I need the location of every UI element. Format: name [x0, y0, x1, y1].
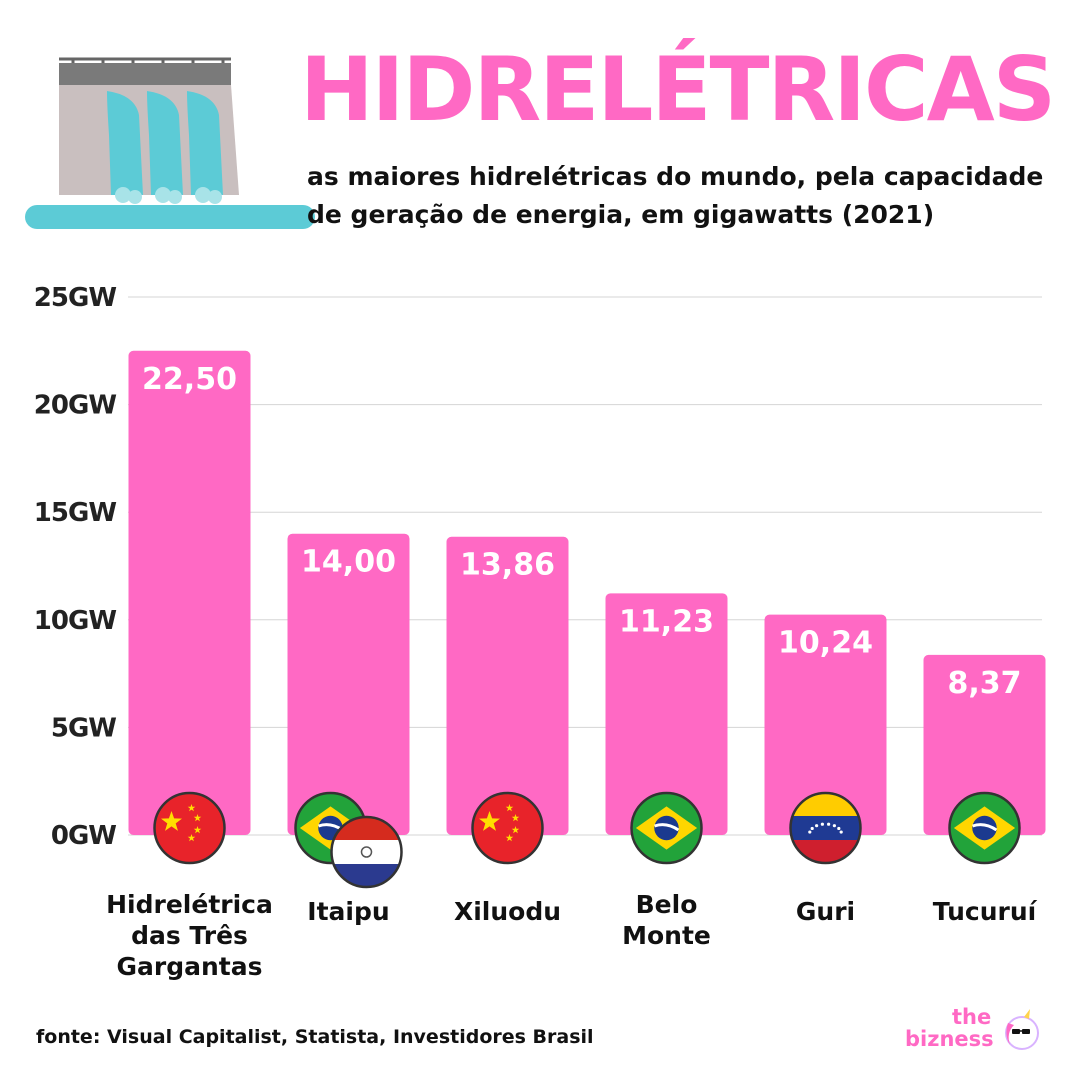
bar [287, 533, 410, 835]
dam-waterfall-3 [187, 91, 223, 195]
x-category-label: Itaipu [307, 897, 389, 926]
bar-value-label: 8,37 [947, 666, 1021, 701]
bar-chart: 0GW 5GW 10GW 15GW 20GW 25GW 22,50 Hidrelétricad… [34, 283, 1046, 981]
x-category-label: das Três [131, 921, 248, 950]
y-tick-label: 0GW [51, 821, 116, 851]
brand-line-2: bizness [905, 1027, 994, 1051]
bar-value-label: 22,50 [142, 362, 237, 397]
y-tick-label: 10GW [34, 606, 117, 636]
dam-illustration [25, 57, 315, 229]
bar-value-label: 10,24 [778, 626, 873, 661]
dam-railing [59, 57, 231, 63]
x-category-label: Gargantas [117, 952, 263, 981]
dam-waterfall-2 [147, 91, 183, 195]
bar [764, 614, 887, 835]
venezuela-flag-icon [789, 791, 862, 865]
unicorn-icon [1005, 1009, 1039, 1050]
y-tick-label: 20GW [34, 391, 117, 421]
bar [923, 654, 1046, 835]
x-category-label: Hidrelétrica [106, 890, 273, 919]
x-category-label: Guri [796, 897, 855, 926]
y-tick-label: 5GW [51, 713, 116, 743]
paraguay-flag-icon [330, 815, 403, 889]
x-category-label: Monte [622, 921, 711, 950]
bar-value-label: 13,86 [460, 548, 555, 583]
dam-foam [115, 187, 222, 204]
brand-logo: the bizness [900, 1005, 1050, 1065]
x-category-label: Tucuruí [933, 897, 1038, 926]
bar-value-label: 11,23 [619, 604, 714, 639]
bar [605, 593, 728, 835]
x-category-label: Belo [636, 890, 698, 919]
dam-water-base [25, 205, 315, 229]
y-tick-label: 25GW [34, 283, 117, 313]
page-title: HIDRELÉTRICAS [300, 38, 1056, 141]
source-note: fonte: Visual Capitalist, Statista, Inve… [36, 1026, 594, 1048]
bar [446, 536, 569, 835]
bar-value-label: 14,00 [301, 545, 396, 580]
china-flag-icon [471, 791, 544, 865]
china-flag-icon [153, 791, 226, 865]
brazil-flag-icon [630, 791, 703, 865]
dam-bridge [59, 63, 231, 85]
bar [128, 350, 251, 835]
page-subtitle: as maiores hidrelétricas do mundo, pela … [307, 162, 1044, 229]
dam-waterfall-1 [107, 91, 143, 195]
x-category-label: Xiluodu [454, 897, 561, 926]
y-tick-label: 15GW [34, 498, 117, 528]
brand-line-1: the [952, 1005, 992, 1029]
brazil-flag-icon [948, 791, 1021, 865]
